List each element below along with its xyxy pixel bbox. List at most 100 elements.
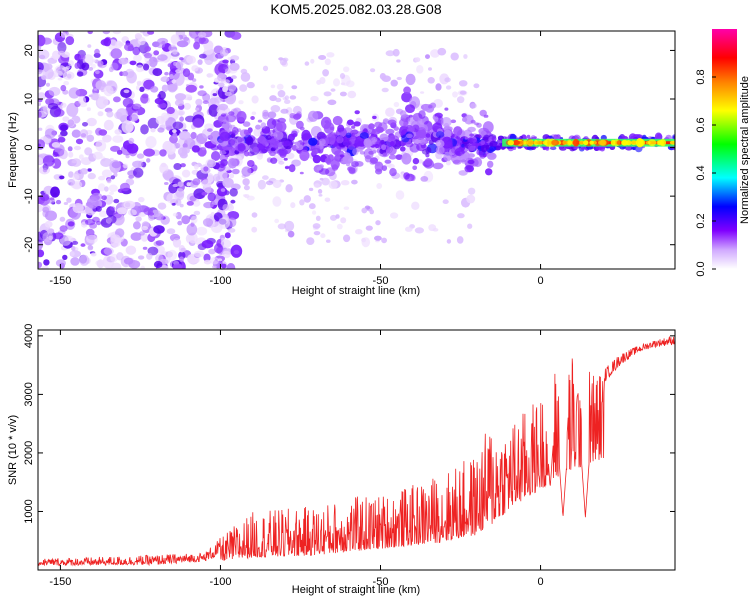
spectral-blob (122, 97, 134, 108)
spectral-blob (212, 265, 217, 269)
colorbar-tick-label: 0.2 (695, 213, 707, 228)
spectral-blob (375, 220, 381, 226)
spectral-blob (146, 158, 151, 163)
spectral-blob (316, 166, 322, 171)
colorbar-tick-label: 0.4 (695, 165, 707, 180)
spectral-blob (345, 132, 352, 139)
spectral-blob (172, 129, 177, 134)
spectral-blob (59, 175, 65, 180)
spectral-blob (202, 218, 214, 227)
spectral-blob (213, 96, 223, 103)
spectral-blob (256, 152, 264, 160)
y-tick-label: -10 (23, 188, 35, 204)
spectral-blob (87, 44, 92, 48)
spectral-blob (466, 194, 476, 204)
spectral-blob (591, 140, 597, 145)
spectral-blob (98, 183, 106, 192)
spectral-blob (277, 223, 286, 230)
spectral-blob (231, 168, 240, 175)
spectral-blob (66, 73, 72, 79)
spectral-blob (371, 137, 378, 143)
spectral-blob (222, 59, 229, 64)
spectral-blob (379, 133, 389, 142)
spectral-blob (95, 70, 100, 75)
spectral-blob (405, 226, 413, 232)
spectral-blob (93, 151, 103, 160)
spectral-blob (278, 160, 285, 165)
spectral-blob (322, 69, 329, 77)
spectral-blob (51, 70, 63, 78)
spectral-blob (86, 234, 98, 244)
spectral-blob (38, 111, 42, 118)
spectral-blob (381, 87, 389, 93)
spectral-blob (323, 91, 332, 97)
spectral-blob (230, 31, 242, 40)
spectral-blob (610, 139, 616, 146)
spectral-blob (318, 168, 330, 175)
spectral-blob (390, 79, 398, 87)
x-tick-label: -100 (209, 275, 231, 287)
spectral-blob (272, 179, 282, 189)
spectral-blob (446, 239, 452, 244)
spectral-blob (239, 84, 248, 92)
spectral-blob (38, 204, 43, 213)
spectral-blob (354, 139, 361, 147)
spectral-blob (68, 87, 81, 99)
spectral-blob (173, 236, 180, 241)
spectral-blob (408, 126, 415, 133)
spectral-blob (79, 254, 90, 266)
spectral-blob (255, 124, 261, 130)
spectral-blob (456, 236, 464, 244)
spectral-blob (308, 203, 316, 210)
spectral-blob (428, 67, 432, 71)
spectral-blob (464, 165, 474, 173)
spectral-blob (479, 109, 487, 117)
spectral-blob (140, 31, 146, 34)
spectral-blob (443, 129, 452, 139)
spectral-blob (645, 141, 651, 145)
spectral-blob (416, 65, 424, 74)
spectral-blob (128, 260, 141, 269)
spectral-blob (243, 185, 250, 191)
spectrogram-x-label: Height of straight line (km) (292, 285, 420, 297)
spectral-blob (122, 163, 128, 169)
spectral-blob (203, 253, 211, 262)
snr-x-label: Height of straight line (km) (292, 584, 420, 596)
spectral-blob (270, 157, 278, 164)
spectral-blob (251, 164, 258, 172)
spectral-blob (330, 214, 337, 221)
spectral-blob (136, 153, 145, 159)
spectral-blob (203, 44, 214, 55)
spectral-blob (230, 199, 236, 204)
spectral-blob (318, 138, 326, 146)
spectral-blob (363, 128, 368, 134)
spectral-blob (203, 201, 214, 209)
spectral-blob (132, 104, 141, 110)
spectral-blob (38, 44, 42, 51)
spectral-blob (179, 256, 184, 263)
spectral-blob (140, 265, 145, 269)
spectral-blob (469, 133, 475, 137)
spectral-blob (332, 115, 343, 126)
spectral-blob (174, 93, 187, 101)
spectral-blob (220, 159, 228, 167)
spectral-blob (425, 133, 431, 138)
spectral-blob (148, 56, 158, 68)
spectral-blob (321, 177, 330, 186)
spectral-blob (98, 129, 108, 136)
spectral-blob (98, 210, 108, 218)
spectral-blob (95, 205, 102, 212)
spectral-blob (409, 143, 420, 153)
spectral-blob (78, 95, 87, 105)
spectral-blob (167, 63, 172, 68)
spectral-blob (157, 54, 168, 61)
spectral-blob (177, 181, 184, 187)
spectral-blob (437, 47, 447, 56)
spectral-blob (169, 74, 174, 80)
spectral-blob (296, 144, 304, 151)
spectral-blob (351, 125, 356, 129)
spectral-blob (225, 114, 236, 123)
spectral-blob (150, 86, 159, 93)
spectral-blob (320, 233, 326, 239)
spectral-blob (630, 147, 635, 150)
